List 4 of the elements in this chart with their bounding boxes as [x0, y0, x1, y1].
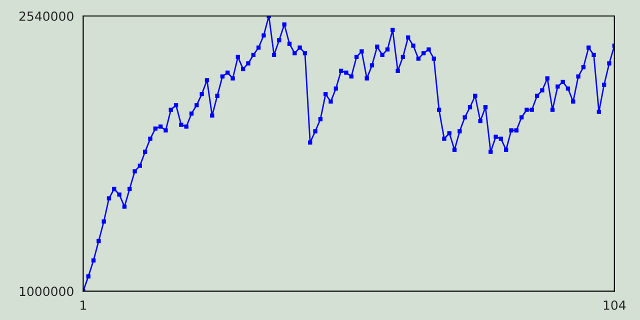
x-tick-label: 1: [80, 300, 86, 310]
y-tick-label: 1000000: [20, 286, 74, 296]
x-tick-label: 104: [604, 300, 626, 310]
y-tick-label: 2540000: [19, 11, 74, 21]
